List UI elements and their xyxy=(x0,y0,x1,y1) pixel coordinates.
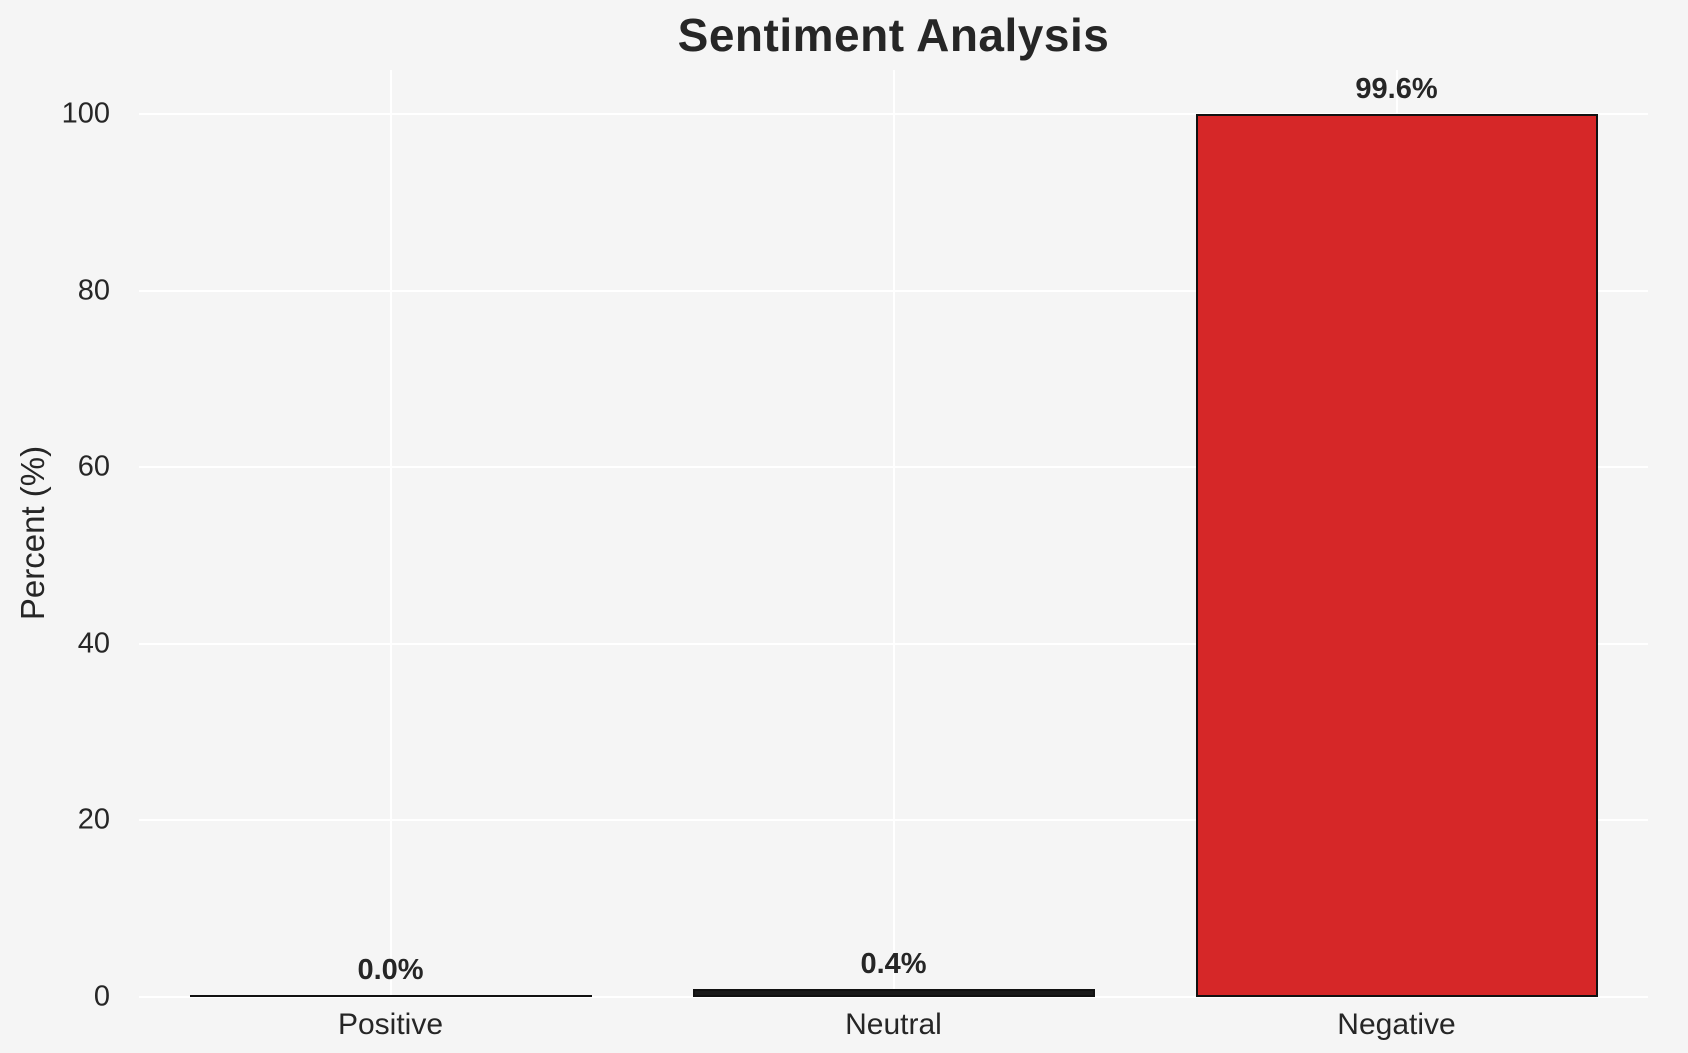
h-gridline xyxy=(139,996,1648,998)
plot-area: 0.0% 0.4% 99.6% xyxy=(139,70,1648,998)
v-gridline xyxy=(389,70,392,997)
y-tick-label: 100 xyxy=(61,97,110,130)
y-tick-label: 80 xyxy=(77,274,110,307)
y-tick-label: 20 xyxy=(77,803,110,836)
x-tick-label: Positive xyxy=(337,1008,444,1041)
bar-neutral xyxy=(692,989,1095,997)
bar-value-label: 0.4% xyxy=(860,948,927,981)
y-tick-label: 0 xyxy=(93,980,110,1013)
y-tick-label: 40 xyxy=(77,627,110,660)
bar-value-label: 0.0% xyxy=(357,954,424,986)
v-gridline xyxy=(892,70,895,997)
y-tick-label: 60 xyxy=(77,450,110,483)
bar-negative xyxy=(1195,113,1598,997)
bar-value-label: 99.6% xyxy=(1355,72,1438,105)
x-tick-label: Neutral xyxy=(845,1008,942,1041)
bar-positive xyxy=(189,995,592,997)
chart-title: Sentiment Analysis xyxy=(677,9,1110,61)
x-tick-label: Negative xyxy=(1337,1008,1456,1041)
